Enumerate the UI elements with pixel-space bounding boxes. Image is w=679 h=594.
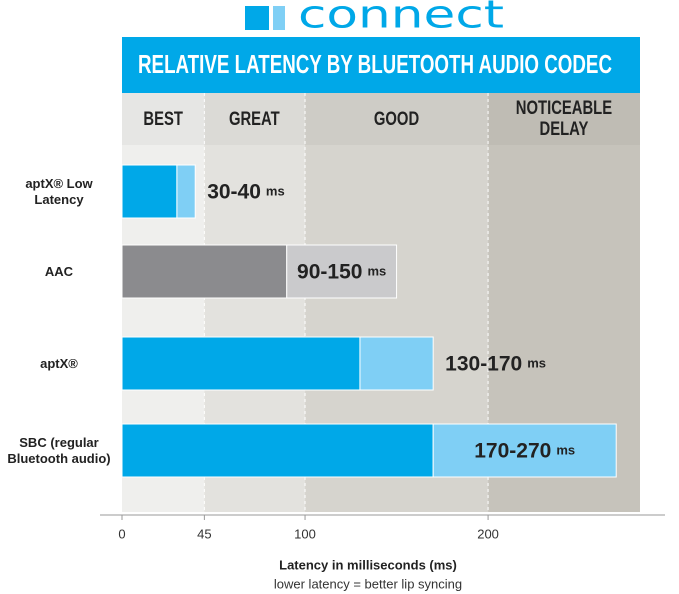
x-tick-label: 0: [118, 526, 125, 541]
bar-range: [432, 423, 617, 478]
bar-range: [359, 336, 434, 391]
bar-min: [121, 423, 434, 478]
value-unit: ms: [556, 443, 575, 458]
chart-title: RELATIVE LATENCY BY BLUETOOTH AUDIO CODE…: [138, 49, 612, 79]
x-tick-label: 45: [197, 526, 211, 541]
zone-label: BEST: [143, 108, 183, 130]
title-banner: [122, 37, 640, 93]
category-label: AAC: [44, 263, 74, 279]
x-axis-title: Latency in milliseconds (ms): [279, 557, 457, 572]
category-label: SBC (regular Bluetooth audio): [7, 434, 111, 466]
value-label: 170-270 ms: [474, 439, 575, 462]
subtitle: lower latency = better lip syncing: [274, 576, 462, 591]
value-text: 170-270: [474, 439, 551, 462]
zone-label: NOTICEABLE DELAY: [515, 98, 613, 140]
brand: connect: [298, 0, 504, 37]
value-label: 30-40 ms: [207, 180, 285, 203]
zone-label: GOOD: [373, 108, 420, 130]
value-label: 90-150 ms: [297, 260, 386, 283]
category-label: aptX® Low Latency: [25, 175, 93, 207]
value-text: 90-150: [297, 260, 362, 283]
bar-range: [176, 164, 196, 219]
bar-min: [121, 164, 178, 219]
value-unit: ms: [367, 264, 386, 279]
category-label: aptX®: [40, 355, 78, 371]
x-tick-label: 100: [294, 526, 316, 541]
zone-label: GREAT: [229, 108, 281, 130]
value-label: 130-170 ms: [445, 352, 546, 375]
x-tick-label: 200: [477, 526, 499, 541]
value-text: 30-40: [207, 180, 261, 203]
value-unit: ms: [527, 356, 546, 371]
bar-range: [286, 244, 398, 299]
value-text: 130-170: [445, 352, 522, 375]
logo-square: [245, 6, 269, 30]
value-unit: ms: [266, 184, 285, 199]
logo-square: [273, 6, 285, 30]
bar-min: [121, 244, 288, 299]
bar-min: [121, 336, 361, 391]
